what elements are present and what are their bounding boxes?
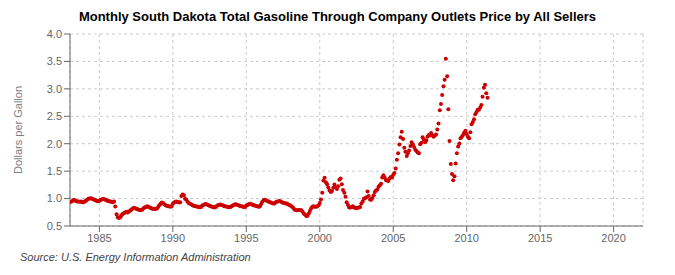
html-text:Monthly South Dakota Total Gas: Monthly South Dakota Total Gasoline Thro…	[78, 9, 597, 24]
svg-text:2.5: 2.5	[47, 110, 62, 122]
svg-text:3.0: 3.0	[47, 83, 62, 95]
svg-text:2010: 2010	[454, 232, 478, 244]
svg-text:2015: 2015	[528, 232, 552, 244]
svg-text:4.0: 4.0	[47, 28, 62, 40]
svg-text:2000: 2000	[308, 232, 332, 244]
svg-text:1985: 1985	[87, 232, 111, 244]
svg-text:2005: 2005	[381, 232, 405, 244]
svg-text:1.0: 1.0	[47, 192, 62, 204]
svg-text:1990: 1990	[161, 232, 185, 244]
html-text:Source: U.S. Energy Informatio: Source: U.S. Energy Information Administ…	[20, 251, 251, 263]
svg-text:1995: 1995	[234, 232, 258, 244]
svg-text:1.5: 1.5	[47, 165, 62, 177]
svg-text:2.0: 2.0	[47, 138, 62, 150]
svg-text:2020: 2020	[601, 232, 625, 244]
svg-text:3.5: 3.5	[47, 55, 62, 67]
svg-text:0.5: 0.5	[47, 220, 62, 232]
svg-text:Dollars per Gallon: Dollars per Gallon	[12, 86, 24, 174]
